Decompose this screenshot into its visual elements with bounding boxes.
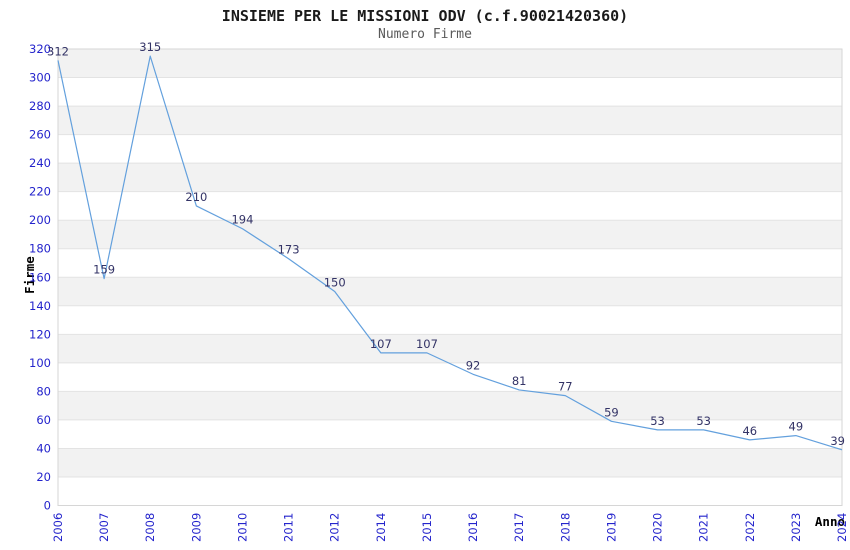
y-tick-label: 140 — [29, 299, 51, 313]
y-tick-label: 60 — [36, 413, 51, 427]
y-tick-label: 280 — [29, 99, 51, 113]
y-tick-label: 320 — [29, 42, 51, 56]
plot-band — [58, 305, 842, 335]
y-tick-label: 260 — [29, 128, 51, 142]
data-line — [57, 55, 843, 451]
data-point-label: 150 — [324, 276, 346, 290]
x-tick-label: 2023 — [789, 513, 803, 542]
data-point-label: 173 — [278, 243, 300, 257]
data-point-label: 59 — [604, 405, 619, 419]
data-point-label: 53 — [650, 414, 665, 428]
x-tick-label: 2012 — [328, 513, 342, 542]
x-tick-label: 2020 — [651, 513, 665, 542]
plot-band — [58, 191, 842, 221]
y-tick-label: 160 — [29, 270, 51, 284]
x-tick-label: 2015 — [420, 513, 434, 542]
y-tick-label: 220 — [29, 185, 51, 199]
y-tick-label: 80 — [36, 384, 51, 398]
y-tick-label: 240 — [29, 156, 51, 170]
x-tick-label: 2022 — [743, 513, 757, 542]
data-point-label: 46 — [742, 424, 757, 438]
y-tick-label: 200 — [29, 213, 51, 227]
data-point-label: 315 — [139, 40, 161, 54]
plot-band — [58, 106, 842, 135]
data-point-label: 210 — [185, 190, 207, 204]
x-tick-label: 2014 — [374, 513, 388, 542]
x-tick-label: 2016 — [466, 513, 480, 542]
x-tick-label: 2024 — [835, 513, 849, 542]
plot-band — [58, 334, 842, 363]
plot-band — [58, 419, 842, 449]
data-point-label: 53 — [696, 414, 711, 428]
x-tick-label: 2017 — [512, 513, 526, 542]
y-tick-label: 100 — [29, 356, 51, 370]
x-tick-label: 2006 — [51, 513, 65, 542]
x-tick-label: 2010 — [235, 513, 249, 542]
data-point-label: 107 — [370, 337, 392, 351]
x-tick-label: 2007 — [97, 513, 111, 542]
plot-band — [58, 220, 842, 249]
plot-border — [57, 48, 843, 506]
data-point-label: 77 — [558, 380, 573, 394]
plot-band — [58, 134, 842, 164]
plot-band — [58, 476, 842, 506]
data-point-label: 49 — [789, 420, 804, 434]
plot-band — [58, 448, 842, 477]
chart-subtitle: Numero Firme — [378, 27, 472, 42]
data-point-label: 81 — [512, 374, 527, 388]
x-tick-label: 2008 — [143, 513, 157, 542]
y-tick-label: 0 — [44, 499, 51, 513]
x-tick-label: 2009 — [189, 513, 203, 542]
data-point-label: 194 — [231, 213, 253, 227]
plot-band — [58, 362, 842, 392]
plot-band — [58, 277, 842, 306]
data-point-label: 107 — [416, 337, 438, 351]
x-tick-label: 2019 — [604, 513, 618, 542]
plot-band — [58, 391, 842, 420]
chart-title: INSIEME PER LE MISSIONI ODV (c.f.9002142… — [221, 7, 629, 25]
plot-band — [58, 248, 842, 278]
plot-band — [58, 49, 842, 78]
data-point-label: 312 — [47, 44, 69, 58]
data-point-label: 92 — [466, 358, 481, 372]
y-tick-label: 300 — [29, 71, 51, 85]
x-tick-label: 2021 — [697, 513, 711, 542]
x-axis-title: Anno — [814, 514, 845, 529]
plot-band — [58, 163, 842, 192]
data-point-label: 159 — [93, 263, 115, 277]
y-tick-label: 20 — [36, 470, 51, 484]
data-point-label: 39 — [830, 434, 845, 448]
x-tick-label: 2011 — [282, 513, 296, 542]
y-tick-label: 180 — [29, 242, 51, 256]
plot-band — [58, 77, 842, 107]
x-tick-label: 2018 — [558, 513, 572, 542]
y-tick-label: 120 — [29, 327, 51, 341]
y-tick-label: 40 — [36, 441, 51, 455]
